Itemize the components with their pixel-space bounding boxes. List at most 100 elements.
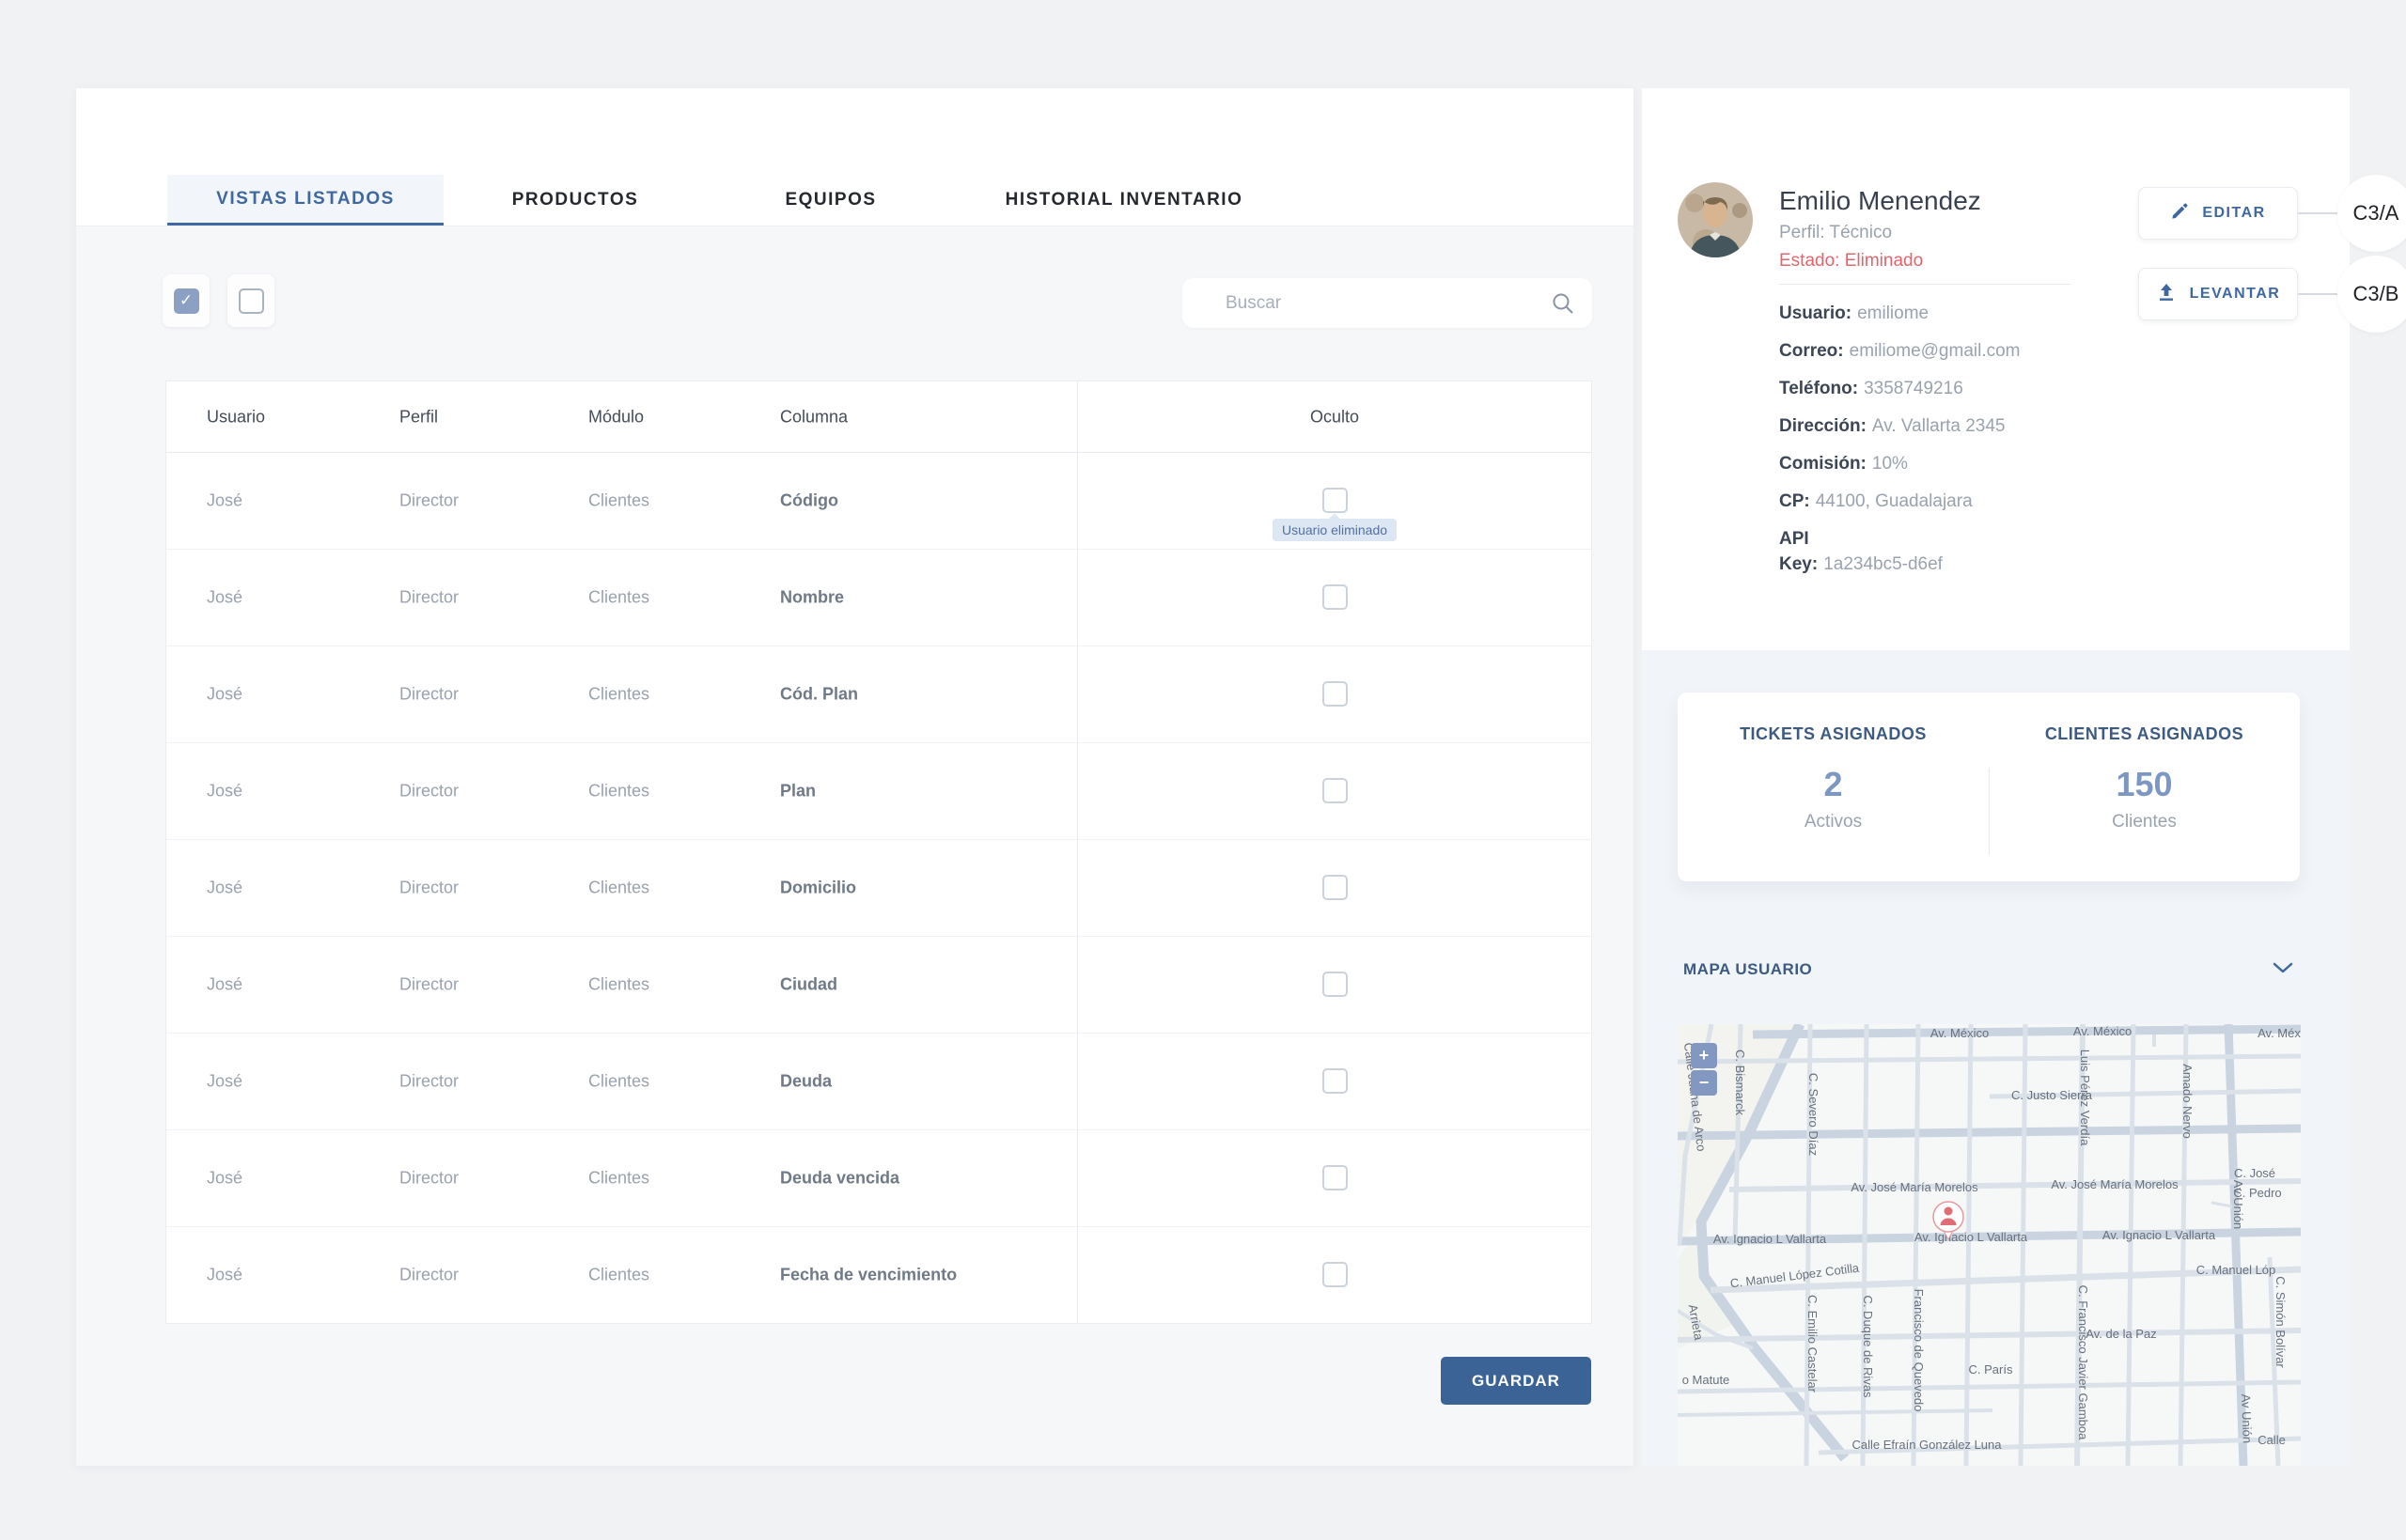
filter-checkbox-1[interactable]: ✓ — [173, 288, 199, 314]
table-row: José Director Clientes Plan — [166, 743, 1591, 840]
editar-button[interactable]: EDITAR — [2138, 187, 2298, 240]
cell-usuario: José — [207, 1071, 243, 1091]
detail-row: Dirección: Av. Vallarta 2345 — [1779, 415, 2117, 438]
chevron-down-icon[interactable] — [2272, 961, 2294, 979]
street-label: C. Emilio Castelar — [1805, 1295, 1820, 1393]
street-label: Av. México — [1930, 1026, 1989, 1040]
table-body: José Director Clientes Código Usuario elimin… — [166, 453, 1591, 1323]
street-label: Av. José María Morelos — [2051, 1177, 2179, 1191]
detail-value: emiliome — [1857, 303, 1929, 323]
detail-row: Usuario: emiliome — [1779, 303, 2117, 325]
cell-usuario: José — [207, 490, 243, 510]
oculto-checkbox[interactable] — [1322, 584, 1348, 610]
cell-columna: Código — [780, 490, 838, 510]
stat-caption: Activos — [1804, 812, 1863, 832]
street-label: o Matute — [1682, 1373, 1730, 1387]
stat-value: 2 — [1823, 765, 1843, 803]
zoom-in-button[interactable]: + — [1691, 1043, 1717, 1068]
table-row: José Director Clientes Ciudad — [166, 937, 1591, 1034]
filter-checkbox-2[interactable] — [238, 288, 264, 314]
detail-row: Teléfono: 3358749216 — [1779, 378, 2117, 400]
oculto-checkbox[interactable] — [1322, 1165, 1348, 1190]
cell-perfil: Director — [399, 1071, 460, 1091]
zoom-out-button[interactable]: − — [1691, 1070, 1717, 1096]
map-section-title: MAPA USUARIO — [1683, 960, 1813, 978]
street-label: Francisco de Quevedo — [1912, 1289, 1926, 1412]
tab-vistas-listados[interactable]: VISTAS LISTADOS — [167, 175, 444, 226]
action-button-label: LEVANTAR — [2189, 286, 2281, 302]
column-header-modulo: Módulo — [588, 407, 645, 426]
stats-card: TICKETS ASIGNADOS 2 Activos CLIENTES ASIGNA… — [1678, 692, 2300, 881]
search-icon[interactable] — [1551, 291, 1575, 316]
map-zoom-controls: + − — [1691, 1043, 1717, 1097]
street-label: Luis Pérez Verdía — [2078, 1050, 2092, 1146]
oculto-checkbox[interactable] — [1322, 778, 1348, 803]
detail-value: 3358749216 — [1864, 379, 1963, 398]
table-row: José Director Clientes Cód. Plan — [166, 646, 1591, 743]
cell-modulo: Clientes — [588, 1265, 650, 1284]
detail-label: API — [1779, 529, 1809, 549]
tab-equipos[interactable]: EQUIPOS — [785, 190, 877, 210]
street-label: Av. Ignacio L Vallarta — [1914, 1230, 2028, 1244]
cell-columna: Cód. Plan — [780, 684, 859, 704]
upload-icon — [2156, 282, 2177, 307]
cell-modulo: Clientes — [588, 781, 650, 801]
avatar — [1678, 182, 1753, 257]
user-deleted-badge: Usuario eliminado — [1272, 519, 1398, 541]
profile-role: Perfil: Técnico — [1779, 223, 1893, 242]
map-section-header: MAPA USUARIO — [1683, 960, 2294, 979]
user-location-marker[interactable] — [1932, 1201, 1964, 1241]
table-row: José Director Clientes Código Usuario elimin… — [166, 453, 1591, 550]
save-button[interactable]: GUARDAR — [1441, 1357, 1591, 1405]
cell-modulo: Clientes — [588, 490, 650, 510]
tab-historial-inventario[interactable]: HISTORIAL INVENTARIO — [1005, 190, 1243, 210]
stat-title: TICKETS ASIGNADOS — [1740, 724, 1927, 743]
detail-label: Correo: — [1779, 341, 1844, 361]
detail-row: API — [1779, 528, 2117, 551]
detail-label: Key: — [1779, 554, 1819, 574]
detail-label: Teléfono: — [1779, 379, 1859, 398]
stat-tickets: TICKETS ASIGNADOS 2 Activos — [1678, 692, 1989, 881]
cell-usuario: José — [207, 587, 243, 607]
table-header: Usuario Perfil Módulo Columna Oculto — [166, 381, 1591, 453]
detail-label: CP: — [1779, 491, 1810, 511]
tab-productos[interactable]: PRODUCTOS — [511, 190, 639, 210]
street-label: C. París — [1969, 1362, 2013, 1377]
street-label: Calle Efraín González Luna — [1852, 1438, 2003, 1452]
oculto-checkbox[interactable] — [1322, 875, 1348, 900]
map-canvas[interactable]: Av. México Av. México Av. Méx C. Justo Sier… — [1678, 1024, 2301, 1466]
tab-bar: VISTAS LISTADOS PRODUCTOS EQUIPOS HISTORIAL… — [76, 88, 1633, 226]
table-row: José Director Clientes Domicilio — [166, 840, 1591, 937]
stat-title: CLIENTES ASIGNADOS — [2044, 724, 2244, 743]
filter-tile-1: ✓ — [163, 274, 210, 327]
cell-usuario: José — [207, 878, 243, 897]
detail-value: emiliome@gmail.com — [1849, 341, 2021, 361]
filter-tile-2 — [227, 274, 274, 327]
pencil-icon — [2170, 202, 2189, 226]
oculto-checkbox[interactable] — [1322, 681, 1348, 707]
cell-perfil: Director — [399, 587, 460, 607]
user-map[interactable]: + − Av. México Av. México Av. Méx C. Justo … — [1678, 1024, 2301, 1466]
detail-label: Usuario: — [1779, 303, 1852, 323]
column-header-columna: Columna — [780, 407, 849, 426]
street-label: C. Duque de Rivas — [1861, 1295, 1875, 1398]
detail-value: 10% — [1871, 454, 1908, 474]
street-label: C. Francisco Javier Gamboa — [2076, 1285, 2090, 1440]
oculto-checkbox[interactable] — [1322, 972, 1348, 997]
oculto-checkbox[interactable] — [1322, 1262, 1348, 1287]
cell-modulo: Clientes — [588, 1071, 650, 1091]
search-box — [1182, 278, 1592, 328]
stat-caption: Clientes — [2112, 812, 2177, 832]
cell-perfil: Director — [399, 1265, 460, 1284]
oculto-checkbox[interactable] — [1322, 488, 1348, 513]
profile-panel: Emilio Menendez Perfil: Técnico Estado: … — [1642, 88, 2350, 1466]
levantar-button[interactable]: LEVANTAR — [2138, 268, 2298, 320]
callout-c3-b: C3/B — [2337, 256, 2406, 333]
street-label: C. Simón Bolívar — [2273, 1276, 2288, 1368]
profile-status: Estado: Eliminado — [1779, 251, 1924, 271]
street-label: C. Severo Díaz — [1806, 1073, 1820, 1156]
search-input[interactable] — [1182, 278, 1592, 328]
oculto-checkbox[interactable] — [1322, 1068, 1348, 1094]
street-label: Av. Ignacio L Vallarta — [2102, 1228, 2216, 1242]
